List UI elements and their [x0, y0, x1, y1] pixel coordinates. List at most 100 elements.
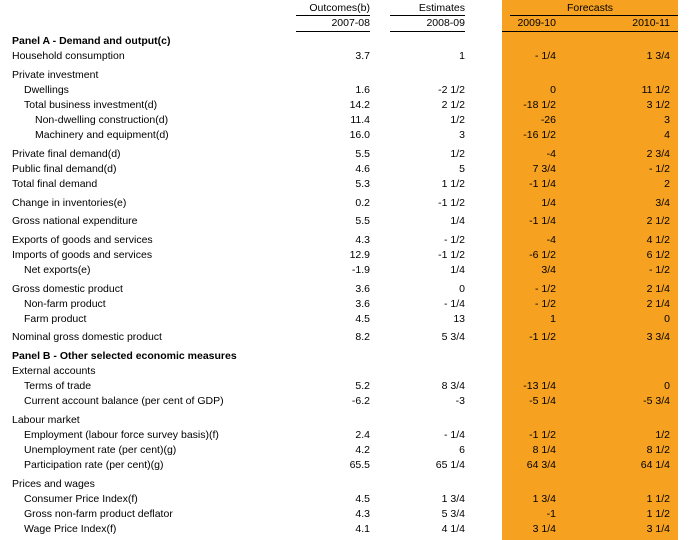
cell-col-2: 4 1/4	[441, 523, 465, 535]
cell-col-2: 6	[459, 444, 465, 456]
cell-col-2: -3	[455, 395, 465, 408]
cell-col-1: 3.6	[355, 282, 370, 295]
row-label: Machinery and equipment(d)	[35, 129, 169, 142]
cell-col-1: 65.5	[349, 459, 370, 472]
cell-col-3: 64 3/4	[526, 459, 556, 472]
row-label: Wage Price Index(f)	[24, 523, 117, 535]
row-label: Public final demand(d)	[12, 162, 117, 175]
cell-col-3: 3 1/4	[532, 523, 556, 535]
table-row: Net exports(e) -1.9 1/4 3/4 - 1/2	[0, 263, 690, 278]
cell-col-4: - 1/2	[648, 162, 670, 175]
col-header-forecast-year-2: 2010-11	[632, 17, 670, 29]
cell-col-4: 0	[664, 380, 670, 393]
cell-col-2: -1 1/2	[438, 196, 465, 209]
cell-col-1: 11.4	[350, 114, 370, 126]
cell-col-2: 3	[459, 129, 465, 142]
col-header-estimates-label: Estimates	[418, 2, 465, 14]
cell-col-3: -1	[546, 507, 556, 520]
cell-col-3: -1 1/2	[529, 331, 556, 344]
row-label: Gross national expenditure	[12, 215, 138, 228]
row-label: Dwellings	[24, 83, 69, 96]
table-row: Gross non-farm product deflator 4.3 5 3/4 -…	[0, 507, 690, 522]
cell-col-2: 13	[453, 312, 465, 325]
table-row: Exports of goods and services 4.3 - 1/2 -4 4…	[0, 233, 690, 248]
cell-col-4: 2	[664, 177, 670, 190]
cell-col-1: 16.0	[349, 129, 370, 142]
cell-col-1: 4.5	[355, 492, 370, 505]
cell-col-1: 14.2	[349, 98, 370, 111]
cell-col-2: 1 1/2	[441, 177, 465, 190]
cell-col-4: 2 1/4	[646, 282, 670, 295]
row-label: Imports of goods and services	[12, 248, 153, 261]
row-label: Employment (labour force survey basis)(f…	[24, 428, 219, 441]
cell-col-2: 1 3/4	[441, 492, 465, 505]
cell-col-2: -2 1/2	[438, 83, 465, 96]
row-label: Change in inventories(e)	[12, 196, 127, 209]
table-row: Change in inventories(e) 0.2 -1 1/2 1/4 3/4	[0, 196, 690, 211]
cell-col-3: -4	[546, 233, 556, 246]
cell-col-1: 4.5	[355, 312, 370, 325]
col-header-outcomes-label: Outcomes(b)	[309, 2, 370, 14]
col-header-estimates-year: 2008-09	[426, 17, 465, 29]
cell-col-4: 3 1/2	[646, 98, 670, 111]
table-row: Machinery and equipment(d) 16.0 3 -16 1/2 4	[0, 128, 690, 143]
col-header-forecast-year-1: 2009-10	[517, 17, 556, 29]
cell-col-4: 1 1/2	[646, 507, 670, 520]
cell-col-4: 2 3/4	[646, 147, 670, 160]
cell-col-1: 4.3	[355, 507, 370, 520]
cell-col-3: 3/4	[541, 263, 556, 276]
row-label: Exports of goods and services	[12, 233, 153, 246]
cell-col-1: 4.1	[355, 523, 370, 535]
cell-col-2: 5	[459, 162, 465, 175]
cell-col-1: -6.2	[351, 395, 370, 408]
cell-col-3: -5 1/4	[529, 395, 556, 408]
table-row: Total business investment(d) 14.2 2 1/2 -18…	[0, 98, 690, 113]
table-row: Participation rate (per cent)(g) 65.5 65 1…	[0, 458, 690, 473]
cell-col-1: 4.2	[355, 444, 370, 456]
cell-col-1: 1.6	[355, 83, 370, 96]
table-row: External accounts	[0, 364, 690, 379]
cell-col-4: 3	[664, 114, 670, 126]
row-label: Gross domestic product	[12, 282, 123, 295]
cell-col-4: 2 1/2	[646, 215, 670, 228]
cell-col-4: - 1/2	[648, 263, 670, 276]
row-label: Labour market	[12, 413, 80, 426]
cell-col-3: 7 3/4	[532, 162, 556, 175]
row-label: Current account balance (per cent of GDP…	[24, 395, 224, 408]
col-header-outcomes: Outcomes(b) 2007-08	[296, 0, 370, 32]
cell-col-2: - 1/4	[443, 297, 465, 310]
table-row: Private investment	[0, 68, 690, 83]
cell-col-4: 4 1/2	[646, 233, 670, 246]
table-row: Wage Price Index(f) 4.1 4 1/4 3 1/4 3 1/4	[0, 522, 690, 537]
table-row: Current account balance (per cent of GDP…	[0, 394, 690, 409]
row-label: Non-farm product	[24, 297, 106, 310]
table-row: Total final demand 5.3 1 1/2 -1 1/4 2	[0, 177, 690, 192]
table-row: Farm product 4.5 13 1 0	[0, 312, 690, 327]
cell-col-2: 1/2	[450, 147, 465, 160]
row-label: Household consumption	[12, 50, 125, 63]
cell-col-2: 1/4	[450, 215, 465, 228]
table-row: Prices and wages	[0, 477, 690, 492]
cell-col-1: 4.3	[355, 233, 370, 246]
cell-col-2: 1	[459, 50, 465, 63]
cell-col-3: -1 1/4	[529, 177, 556, 190]
cell-col-4: 2 1/4	[646, 297, 670, 310]
cell-col-3: 0	[550, 83, 556, 96]
row-label: Unemployment rate (per cent)(g)	[24, 444, 177, 456]
col-header-estimates: Estimates 2008-09	[390, 0, 465, 32]
forecast-band	[502, 0, 678, 540]
row-label: Non-dwelling construction(d)	[35, 114, 169, 126]
cell-col-3: - 1/2	[534, 297, 556, 310]
cell-col-1: -1.9	[351, 263, 370, 276]
cell-col-1: 4.6	[355, 162, 370, 175]
cell-col-3: - 1/4	[534, 50, 556, 63]
cell-col-4: 64 1/4	[640, 459, 670, 472]
table-row: Consumer Price Index(f) 4.5 1 3/4 1 3/4 1 1/…	[0, 492, 690, 507]
cell-col-1: 5.5	[355, 215, 370, 228]
cell-col-4: 6 1/2	[646, 248, 670, 261]
row-label: Panel A - Demand and output(c)	[12, 35, 171, 47]
cell-col-1: 2.4	[355, 428, 370, 441]
cell-col-4: 4	[664, 129, 670, 142]
table-row: Labour market	[0, 413, 690, 428]
cell-col-2: 0	[459, 282, 465, 295]
